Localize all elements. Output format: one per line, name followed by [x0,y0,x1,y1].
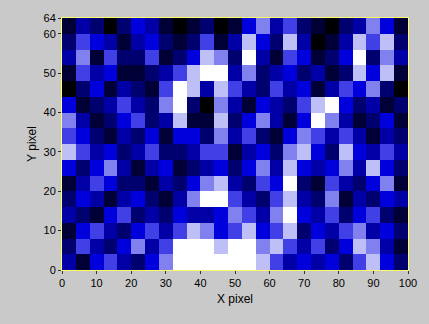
svg-text:10: 10 [44,224,56,236]
svg-text:50: 50 [44,67,56,79]
svg-text:20: 20 [125,277,137,289]
svg-text:0: 0 [59,277,65,289]
svg-text:70: 70 [298,277,310,289]
svg-text:50: 50 [229,277,241,289]
svg-text:100: 100 [399,277,417,289]
svg-text:30: 30 [160,277,172,289]
svg-text:64: 64 [44,12,56,24]
svg-text:90: 90 [367,277,379,289]
svg-text:0: 0 [50,264,56,276]
svg-text:40: 40 [44,106,56,118]
svg-text:60: 60 [263,277,275,289]
svg-text:40: 40 [194,277,206,289]
svg-text:X pixel: X pixel [217,292,253,306]
svg-text:10: 10 [90,277,102,289]
svg-text:30: 30 [44,146,56,158]
svg-text:60: 60 [44,28,56,40]
svg-text:20: 20 [44,185,56,197]
svg-text:80: 80 [333,277,345,289]
svg-text:Y pixel: Y pixel [25,126,39,162]
